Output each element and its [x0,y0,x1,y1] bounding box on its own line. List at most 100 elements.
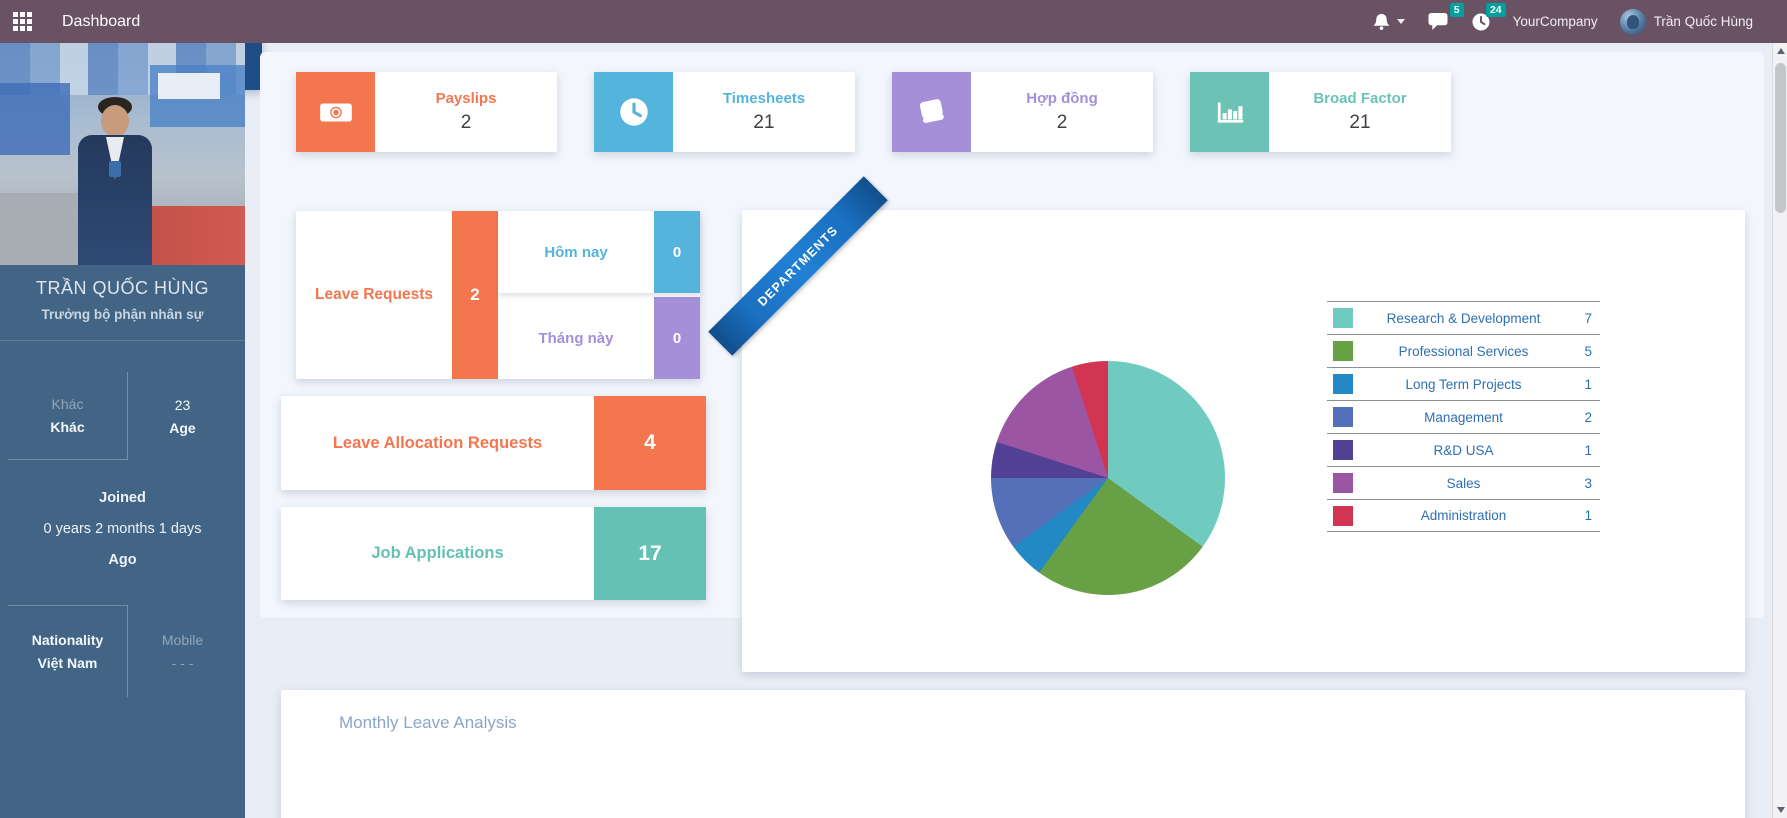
leave-requests-count: 2 [452,211,498,379]
stat-card-contracts[interactable]: Hợp đồng 2 [892,72,1153,152]
legend-label: Research & Development [1386,310,1541,326]
job-applications-label: Job Applications [371,544,504,562]
top-navbar: Dashboard 5 24 YourCompany Trần Quốc Hùn… [0,0,1787,43]
scroll-down-icon[interactable] [1773,802,1787,818]
employee-name: TRẦN QUỐC HÙNG [36,278,209,298]
mobile-label: Mobile [161,631,204,648]
banknote-icon [296,72,375,152]
apps-grid-icon [12,12,32,31]
age-value: 23 [174,396,191,413]
departments-legend: Research & Development 7 Professional Se… [1327,301,1600,532]
gender-label: Khác [51,396,84,412]
legend-label: Management [1424,409,1503,425]
leave-month-row[interactable]: Tháng này 0 [498,297,700,379]
employee-info-row: Khác Khác 23 Age [8,372,237,460]
clock-icon [1472,13,1490,30]
nationality-label: Nationality [31,632,104,648]
bell-icon [1373,13,1390,30]
monthly-leave-title: Monthly Leave Analysis [339,713,517,732]
leave-requests-card[interactable]: Leave Requests 2 Hôm nay 0 Tháng này 0 [296,211,700,379]
leave-allocation-label: Leave Allocation Requests [332,433,543,452]
legend-swatch [1333,374,1353,394]
employee-role: Trưởng bộ phận nhân sự [41,307,204,322]
legend-swatch [1333,440,1353,460]
nationality-value: Việt Nam [37,655,98,671]
legend-label: Professional Services [1398,343,1529,359]
page-title[interactable]: Dashboard [62,12,141,30]
legend-row[interactable]: R&D USA 1 [1327,433,1600,466]
clock-icon [594,72,673,152]
legend-row[interactable]: Professional Services 5 [1327,334,1600,367]
leave-today-count: 0 [654,211,700,293]
legend-row[interactable]: Long Term Projects 1 [1327,367,1600,400]
legend-value: 7 [1584,310,1592,326]
leave-today-label: Hôm nay [544,243,608,261]
stat-card-payslips[interactable]: Payslips 2 [296,72,557,152]
joined-block: Joined 0 years 2 months 1 days Ago [0,490,245,568]
stat-card-broad-factor[interactable]: Broad Factor 21 [1190,72,1451,152]
joined-duration: 0 years 2 months 1 days [43,521,202,537]
apps-menu-button[interactable] [0,0,44,43]
legend-swatch [1333,407,1353,427]
legend-label: Administration [1420,508,1507,523]
legend-row[interactable]: Research & Development 7 [1327,301,1600,334]
chat-icon [1428,12,1448,31]
legend-row[interactable]: Management 2 [1327,400,1600,433]
stat-label: Hợp đồng [1026,90,1098,107]
stat-label: Broad Factor [1313,90,1407,107]
bar-chart-icon [1190,72,1269,152]
scrollbar-thumb[interactable] [1775,63,1786,213]
user-name: Trần Quốc Hùng [1653,14,1753,29]
job-applications-card[interactable]: Job Applications 17 [281,507,706,600]
legend-label: Long Term Projects [1405,376,1522,392]
caret-down-icon [1396,19,1405,24]
activities-button[interactable]: 24 [1471,2,1506,32]
leave-allocation-count: 4 [594,396,706,490]
age-label: Age [169,419,196,436]
stat-card-timesheets[interactable]: Timesheets 21 [594,72,855,152]
stat-value: 21 [753,112,775,133]
legend-row[interactable]: Sales 3 [1327,466,1600,499]
legend-row[interactable]: Administration 1 [1327,499,1600,532]
legend-swatch [1333,308,1353,328]
stat-value: 2 [1056,112,1068,133]
user-menu[interactable]: Trần Quốc Hùng [1619,8,1753,35]
leave-month-label: Tháng này [538,329,614,347]
legend-value: 1 [1584,442,1592,458]
nationality-cell: Nationality Việt Nam [8,605,128,697]
legend-value: 1 [1584,376,1592,392]
notifications-button[interactable] [1372,12,1405,31]
employee-photo [0,43,245,265]
age-cell: 23 Age [128,372,237,460]
legend-value: 5 [1584,343,1592,359]
leave-today-row[interactable]: Hôm nay 0 [498,211,700,293]
employee-info-row2: Nationality Việt Nam Mobile - - - [8,605,237,697]
joined-label: Joined [99,490,146,506]
mobile-cell: Mobile - - - [128,605,237,697]
activities-badge: 24 [1485,2,1506,17]
leave-requests-label: Leave Requests [314,286,434,303]
departments-card: DEPARTMENTS Research & Development 7 Pro… [708,176,1745,672]
user-avatar [1619,8,1646,35]
company-switcher[interactable]: YourCompany [1513,14,1598,29]
book-icon [892,72,971,152]
messages-button[interactable]: 5 [1427,3,1464,31]
mobile-value: - - - [171,654,194,671]
departments-pie-chart[interactable] [991,361,1225,595]
leave-allocation-card[interactable]: Leave Allocation Requests 4 [281,396,706,490]
legend-value: 1 [1584,508,1592,523]
employee-name-block: TRẦN QUỐC HÙNG Trưởng bộ phận nhân sự [0,265,245,341]
legend-label: Sales [1446,475,1481,491]
employee-sidebar: TRẦN QUỐC HÙNG Trưởng bộ phận nhân sự Kh… [0,43,245,818]
page-scrollbar[interactable] [1772,43,1787,818]
scroll-up-icon[interactable] [1773,43,1787,59]
legend-swatch [1333,473,1353,493]
company-name: YourCompany [1512,14,1598,29]
legend-value: 2 [1584,409,1592,425]
stat-value: 2 [460,112,472,133]
monthly-leave-card: Monthly Leave Analysis [281,690,1745,818]
messages-badge: 5 [1449,3,1464,17]
stat-value: 21 [1349,112,1371,133]
legend-value: 3 [1584,475,1592,491]
